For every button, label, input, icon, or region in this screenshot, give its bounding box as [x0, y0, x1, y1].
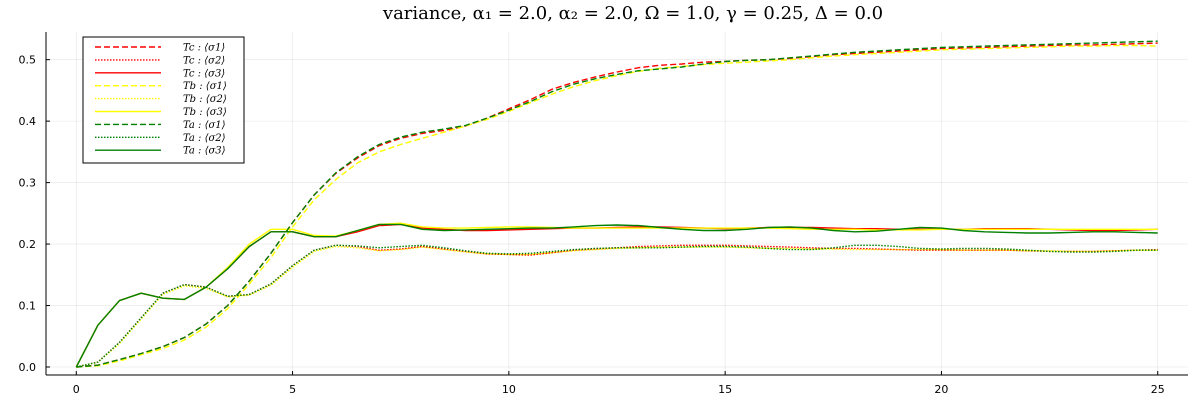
- legend-label: Ta : ⟨σ3⟩: [183, 146, 226, 157]
- chart-title: variance, α₁ = 2.0, α₂ = 2.0, Ω = 1.0, γ…: [382, 3, 883, 24]
- x-tick-label: 15: [718, 383, 732, 396]
- y-tick-label: 0.2: [19, 238, 37, 251]
- x-tick-label: 0: [73, 383, 80, 396]
- series-line-6: [75, 222, 1158, 368]
- series-line-4: [76, 44, 1158, 368]
- y-tick-label: 0.1: [19, 300, 37, 313]
- y-tick-label: 0.0: [19, 361, 37, 374]
- x-tick-label: 25: [1151, 383, 1165, 396]
- y-tick-label: 0.5: [19, 54, 37, 67]
- axes: [45, 32, 1188, 376]
- legend: Tc : ⟨σ1⟩Tc : ⟨σ2⟩ Tc : ⟨σ3⟩ Tb : ⟨σ1⟩ Tb :…: [82, 36, 245, 164]
- series-line-5: [76, 245, 1158, 368]
- series-lines: [75, 40, 1158, 368]
- series-line-9: [75, 223, 1158, 368]
- legend-label: Tc : ⟨σ3⟩: [183, 68, 225, 79]
- series-line-2: [76, 244, 1158, 368]
- x-tick-label: 20: [934, 383, 948, 396]
- legend-label: Ta : ⟨σ1⟩: [183, 120, 226, 131]
- legend-label: Ta : ⟨σ2⟩: [183, 133, 226, 144]
- x-tick-label: 5: [289, 383, 296, 396]
- y-tick-label: 0.4: [19, 115, 37, 128]
- legend-box: [82, 36, 245, 164]
- legend-label: Tb : ⟨σ3⟩: [183, 107, 227, 118]
- y-tick-label: 0.3: [19, 177, 37, 190]
- legend-label: Tc : ⟨σ1⟩: [183, 43, 225, 54]
- series-line-8: [76, 244, 1158, 368]
- legend-label: Tc : ⟨σ2⟩: [183, 55, 225, 66]
- series-line-7: [76, 40, 1158, 368]
- x-tick-label: 10: [502, 383, 516, 396]
- tick-labels: 0 5 10 15 20 25 0.0 0.1 0.2 0.3 0.4 0.5: [19, 54, 1165, 396]
- legend-label: Tb : ⟨σ1⟩: [183, 81, 227, 92]
- legend-label: Tb : ⟨σ2⟩: [183, 94, 227, 105]
